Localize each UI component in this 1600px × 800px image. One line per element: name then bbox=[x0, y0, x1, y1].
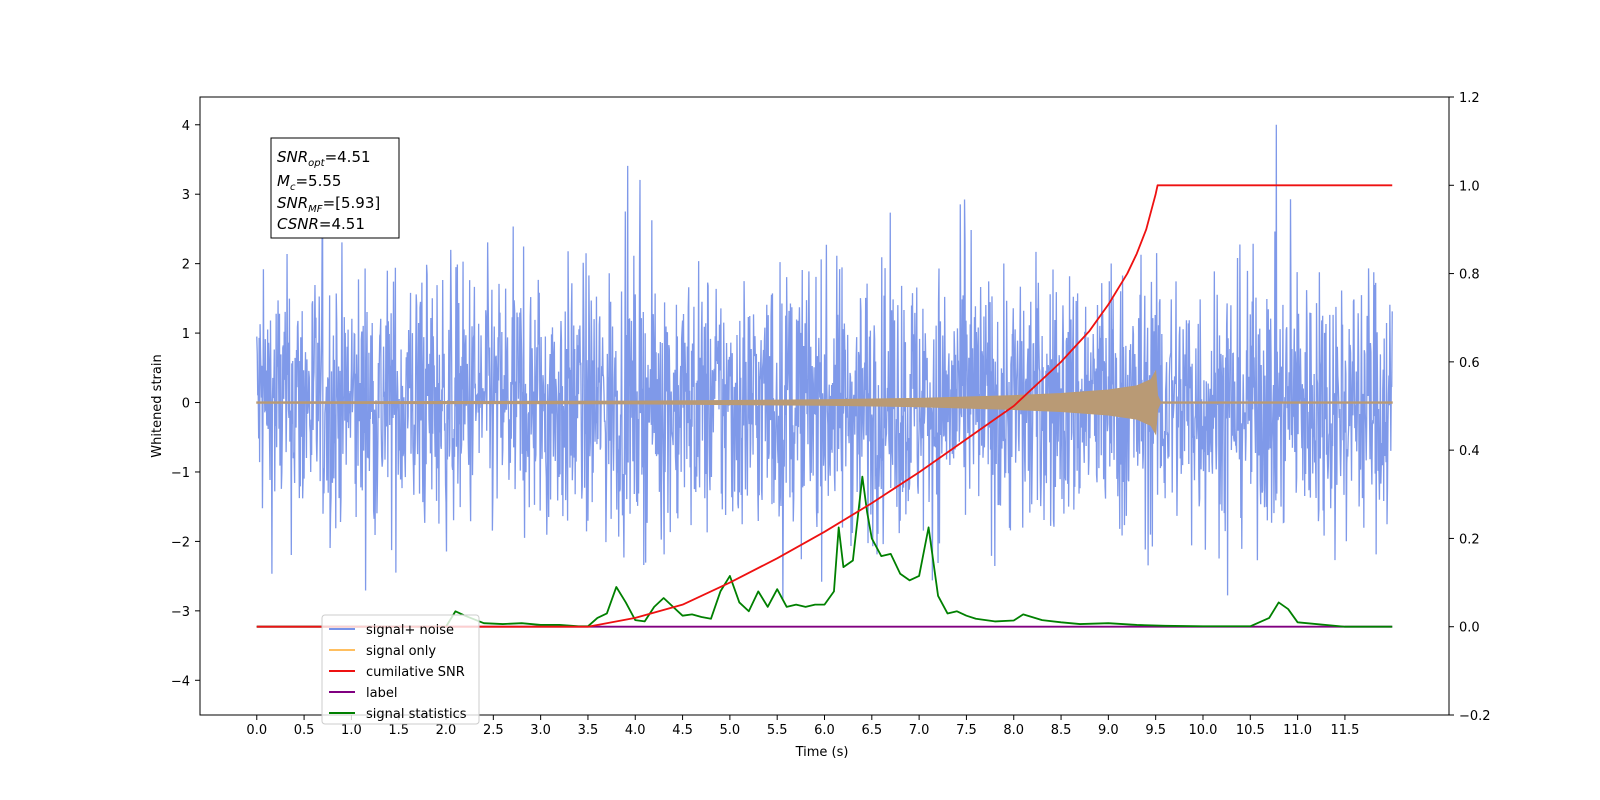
x-tick-label: 6.5 bbox=[861, 723, 882, 738]
x-tick-label: 1.0 bbox=[341, 723, 362, 738]
y-tick-label: −3 bbox=[171, 605, 190, 620]
info-csnr: CSNR=4.51 bbox=[277, 215, 365, 233]
y-tick-label: 1 bbox=[182, 327, 190, 342]
info-csnr-base: CSNR bbox=[277, 215, 319, 233]
legend-label: signal statistics bbox=[366, 707, 467, 722]
y2-tick-label: 1.2 bbox=[1459, 91, 1480, 106]
x-tick-label: 0.5 bbox=[294, 723, 315, 738]
info-mc: Mc=5.55 bbox=[277, 172, 341, 193]
x-tick-label: 7.5 bbox=[956, 723, 977, 738]
info-box: SNRopt=4.51 Mc=5.55 SNRMF=[5.93] CSNR=4.… bbox=[270, 137, 400, 239]
signal-statistics-line bbox=[256, 475, 1393, 628]
signal-only-series bbox=[256, 369, 1393, 436]
x-tick-label: 10.0 bbox=[1189, 723, 1218, 738]
y-tick-label: 2 bbox=[182, 258, 190, 273]
info-snr-mf: SNRMF=[5.93] bbox=[277, 194, 380, 215]
y-tick-label: 0 bbox=[182, 397, 190, 412]
legend-label: label bbox=[366, 686, 397, 701]
info-mc-sub: c bbox=[290, 182, 296, 193]
info-mc-base: M bbox=[277, 172, 290, 190]
x-axis-title: Time (s) bbox=[795, 745, 849, 760]
y2-tick-label: 0.2 bbox=[1459, 532, 1480, 547]
info-snr-opt: SNRopt=4.51 bbox=[277, 148, 371, 169]
x-tick-label: 9.0 bbox=[1098, 723, 1119, 738]
info-snr-opt-value: =4.51 bbox=[325, 148, 371, 166]
y2-tick-label: −0.2 bbox=[1459, 709, 1491, 724]
y-axis: −4 −3 −2 −1 0 1 2 3 4 bbox=[171, 119, 200, 689]
info-csnr-value: =4.51 bbox=[319, 215, 365, 233]
y-tick-label: 3 bbox=[182, 188, 190, 203]
x-tick-label: 4.0 bbox=[625, 723, 646, 738]
x-tick-label: 10.5 bbox=[1236, 723, 1265, 738]
x-tick-label: 7.0 bbox=[909, 723, 930, 738]
cumulative-snr-line bbox=[256, 184, 1393, 628]
y-tick-label: −1 bbox=[171, 466, 190, 481]
legend: signal+ noise signal only cumilative SNR la… bbox=[321, 614, 480, 725]
x-tick-label: 9.5 bbox=[1145, 723, 1166, 738]
legend-label: signal only bbox=[366, 644, 436, 659]
y2-tick-label: 0.6 bbox=[1459, 356, 1480, 371]
x-tick-label: 11.0 bbox=[1283, 723, 1312, 738]
y-axis-title: Whitened strain bbox=[150, 354, 165, 457]
info-snr-mf-value: =[5.93] bbox=[323, 194, 381, 212]
x-axis: 0.0 0.5 1.0 1.5 2.0 2.5 3.0 3.5 4.0 4.5 5.0 5.5 6.0 6… bbox=[246, 715, 1359, 738]
x-tick-label: 2.0 bbox=[436, 723, 457, 738]
x-tick-label: 3.0 bbox=[530, 723, 551, 738]
info-snr-opt-base: SNR bbox=[277, 148, 308, 166]
y2-tick-label: 0.0 bbox=[1459, 621, 1480, 636]
x-tick-label: 5.0 bbox=[720, 723, 741, 738]
y2-axis: −0.2 0.0 0.2 0.4 0.6 0.8 1.0 1.2 bbox=[1449, 91, 1491, 724]
legend-label: signal+ noise bbox=[366, 623, 454, 638]
info-box-frame bbox=[270, 137, 400, 239]
x-tick-label: 4.5 bbox=[672, 723, 693, 738]
signal-only-envelope bbox=[256, 369, 1393, 436]
x-tick-label: 6.0 bbox=[814, 723, 835, 738]
info-snr-mf-sub: MF bbox=[308, 204, 323, 215]
signal-noise-line bbox=[256, 124, 1393, 600]
x-tick-label: 5.5 bbox=[767, 723, 788, 738]
signal-noise-series bbox=[256, 124, 1393, 600]
x-tick-label: 2.5 bbox=[483, 723, 504, 738]
y-tick-label: 4 bbox=[182, 119, 190, 134]
x-tick-label: 1.5 bbox=[388, 723, 409, 738]
legend-label: cumilative SNR bbox=[366, 665, 465, 680]
info-snr-opt-sub: opt bbox=[308, 158, 325, 169]
legend-frame bbox=[321, 614, 480, 725]
y-tick-label: −2 bbox=[171, 535, 190, 550]
x-tick-label: 0.0 bbox=[246, 723, 267, 738]
y2-tick-label: 1.0 bbox=[1459, 179, 1480, 194]
y2-tick-label: 0.4 bbox=[1459, 444, 1480, 459]
info-mc-value: =5.55 bbox=[295, 172, 341, 190]
x-tick-label: 8.0 bbox=[1003, 723, 1024, 738]
info-snr-mf-base: SNR bbox=[277, 194, 308, 212]
x-tick-label: 8.5 bbox=[1051, 723, 1072, 738]
x-tick-label: 11.5 bbox=[1330, 723, 1359, 738]
y-tick-label: −4 bbox=[171, 674, 190, 689]
x-tick-label: 3.5 bbox=[578, 723, 599, 738]
y2-tick-label: 0.8 bbox=[1459, 268, 1480, 283]
